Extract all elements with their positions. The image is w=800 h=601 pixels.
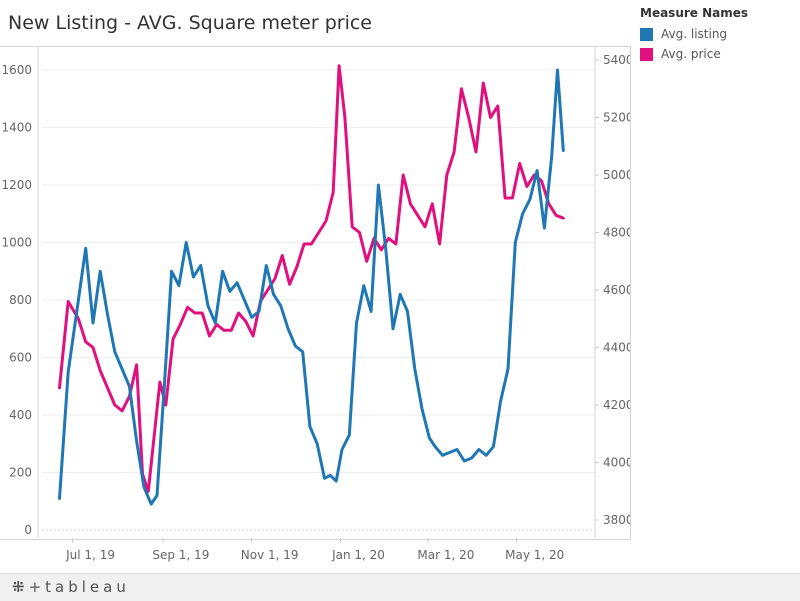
series-line-avg-listing xyxy=(58,68,565,506)
y-right-tick-label: 5200 xyxy=(603,111,630,125)
legend-label-avg-listing: Avg. listing xyxy=(661,27,728,41)
series-line-avg-price xyxy=(58,64,565,493)
y-right-tick-label: 4800 xyxy=(603,226,630,240)
legend-item-avg-price[interactable]: Avg. price xyxy=(640,44,800,64)
y-right-tick-label: 4600 xyxy=(603,283,630,297)
tableau-logo-text: +tableau xyxy=(28,578,130,596)
y-left-tick-label: 800 xyxy=(9,293,32,307)
legend-swatch-avg-listing xyxy=(640,27,653,41)
y-left-tick-label: 1000 xyxy=(1,236,32,250)
y-left-tick-label: 1600 xyxy=(1,63,32,77)
y-left-tick-label: 600 xyxy=(9,351,32,365)
y-left-tick-label: 400 xyxy=(9,408,32,422)
x-tick-label: May 1, 20 xyxy=(505,548,564,562)
legend: Measure Names Avg. listing Avg. price xyxy=(640,6,800,64)
chart-title: New Listing - AVG. Square meter price xyxy=(8,12,372,34)
y-right-tick-label: 4200 xyxy=(603,398,630,412)
tableau-logo-icon: ⁜ xyxy=(12,578,25,596)
x-tick-label: Mar 1, 20 xyxy=(417,548,474,562)
footer-bar: ⁜ +tableau xyxy=(0,573,800,601)
legend-item-avg-listing[interactable]: Avg. listing xyxy=(640,24,800,44)
y-left-tick-label: 0 xyxy=(24,523,32,537)
y-right-tick-label: 4000 xyxy=(603,456,630,470)
y-right-tick-label: 5400 xyxy=(603,53,630,67)
x-tick-label: Sep 1, 19 xyxy=(152,548,209,562)
x-tick-label: Jan 1, 20 xyxy=(331,548,385,562)
y-right-tick-label: 3800 xyxy=(603,513,630,527)
tableau-logo[interactable]: ⁜ +tableau xyxy=(12,578,130,596)
y-left-tick-label: 1200 xyxy=(1,178,32,192)
y-right-tick-label: 4400 xyxy=(603,341,630,355)
y-left-tick-label: 1400 xyxy=(1,121,32,135)
y-left-tick-label: 200 xyxy=(9,466,32,480)
chart-area: 0 200 400 600 800 1000 1200 1400 1600 3800 4000 420… xyxy=(1,46,630,562)
legend-swatch-avg-price xyxy=(640,47,653,61)
legend-label-avg-price: Avg. price xyxy=(661,47,721,61)
y-right-tick-label: 5000 xyxy=(603,168,630,182)
legend-title: Measure Names xyxy=(640,6,749,20)
chart-frame xyxy=(0,46,631,540)
x-tick-label: Nov 1, 19 xyxy=(241,548,299,562)
x-tick-label: Jul 1, 19 xyxy=(65,548,115,562)
